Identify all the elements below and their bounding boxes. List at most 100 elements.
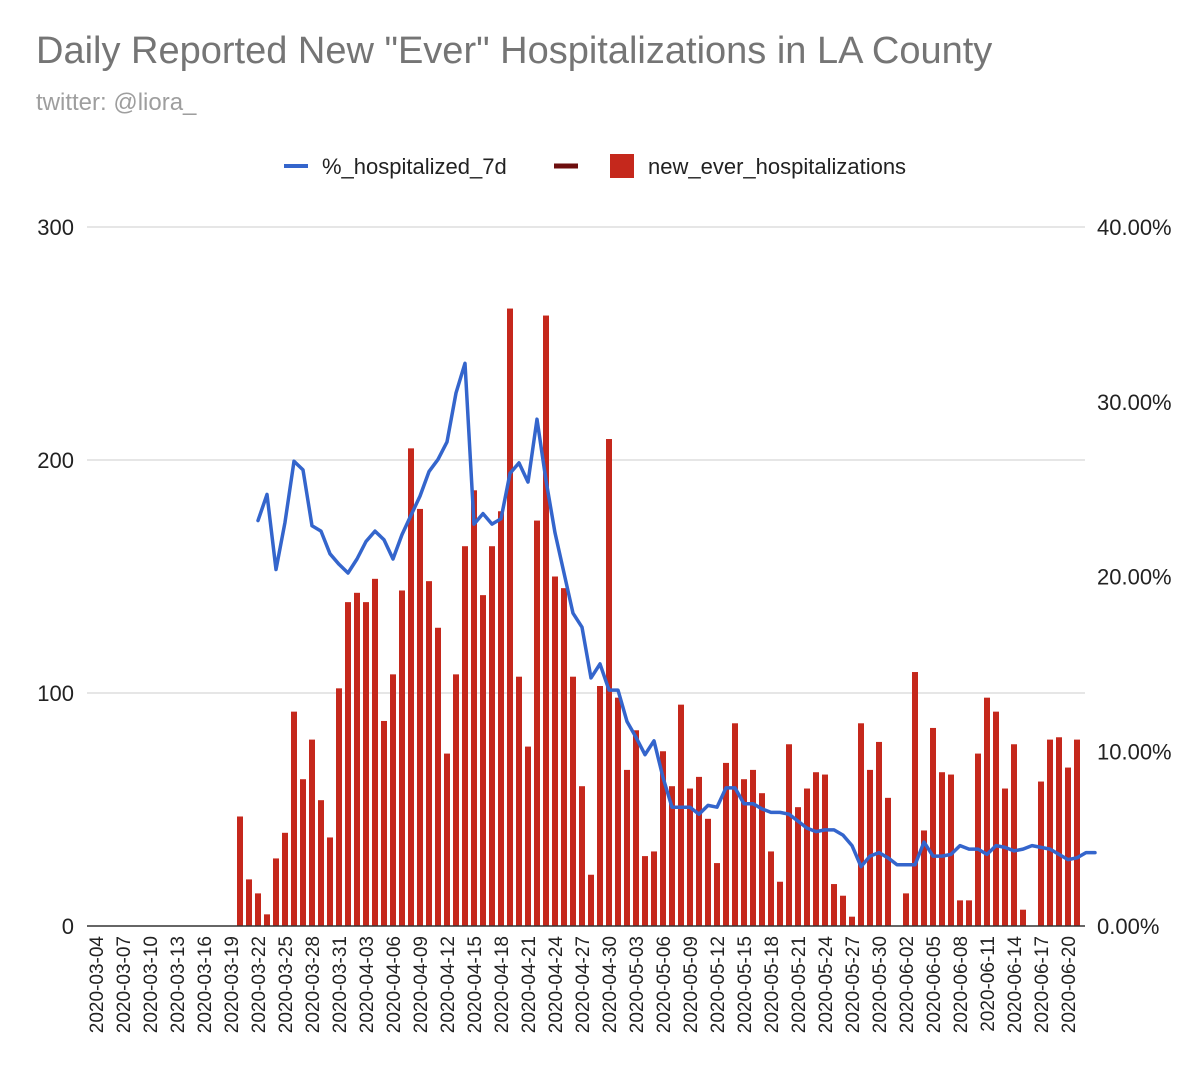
x-tick-label: 2020-05-12 bbox=[708, 936, 729, 1033]
bar bbox=[561, 588, 567, 926]
x-tick-label: 2020-03-19 bbox=[222, 936, 243, 1033]
bar bbox=[354, 592, 360, 926]
right-axis-ticks: 0.00% 10.00% 20.00% 30.00% 40.00% bbox=[1097, 215, 1172, 939]
bar bbox=[759, 793, 765, 926]
bar bbox=[237, 816, 243, 926]
bar bbox=[525, 746, 531, 926]
bar bbox=[552, 576, 558, 926]
x-tick-label: 2020-06-02 bbox=[897, 936, 918, 1033]
bar bbox=[687, 788, 693, 926]
x-tick-label: 2020-04-24 bbox=[546, 936, 567, 1034]
x-tick-label: 2020-04-21 bbox=[519, 936, 540, 1033]
x-tick-label: 2020-05-03 bbox=[627, 936, 648, 1033]
bar bbox=[381, 720, 387, 926]
x-tick-label: 2020-06-20 bbox=[1059, 936, 1080, 1033]
bar bbox=[1047, 739, 1053, 926]
bar bbox=[678, 704, 684, 926]
bar bbox=[993, 711, 999, 926]
bar bbox=[363, 602, 369, 926]
x-tick-label: 2020-06-11 bbox=[978, 936, 999, 1032]
bar bbox=[453, 674, 459, 926]
bar bbox=[543, 315, 549, 926]
bar bbox=[336, 688, 342, 926]
bar bbox=[399, 590, 405, 926]
x-tick-label: 2020-04-09 bbox=[411, 936, 432, 1033]
bar bbox=[1002, 788, 1008, 926]
x-tick-label: 2020-05-15 bbox=[735, 936, 756, 1033]
bar bbox=[390, 674, 396, 926]
bar bbox=[372, 578, 378, 926]
x-tick-label: 2020-06-08 bbox=[951, 936, 972, 1033]
x-tick-label: 2020-03-16 bbox=[195, 936, 216, 1033]
bar bbox=[903, 893, 909, 926]
legend-label-bar: new_ever_hospitalizations bbox=[648, 154, 906, 179]
x-tick-label: 2020-03-25 bbox=[276, 936, 297, 1033]
bar bbox=[246, 879, 252, 926]
left-tick-label-0: 0 bbox=[62, 914, 74, 939]
x-tick-label: 2020-04-12 bbox=[438, 936, 459, 1033]
left-tick-label-2: 200 bbox=[37, 448, 74, 473]
bar bbox=[417, 508, 423, 926]
bar bbox=[669, 786, 675, 926]
bar bbox=[741, 779, 747, 926]
x-tick-label: 2020-05-24 bbox=[816, 936, 837, 1034]
bar bbox=[462, 546, 468, 926]
bar bbox=[1011, 744, 1017, 926]
left-tick-label-3: 300 bbox=[37, 215, 74, 240]
bar bbox=[327, 837, 333, 926]
bar bbox=[633, 730, 639, 926]
x-tick-label: 2020-04-18 bbox=[492, 936, 513, 1033]
bar bbox=[975, 753, 981, 926]
bar bbox=[489, 546, 495, 926]
bar bbox=[435, 627, 441, 926]
line-series bbox=[256, 361, 1097, 869]
x-tick-label: 2020-03-07 bbox=[114, 936, 135, 1033]
bar bbox=[606, 439, 612, 926]
x-tick-label: 2020-03-04 bbox=[87, 936, 108, 1034]
bar-series bbox=[237, 308, 1080, 926]
x-tick-label: 2020-06-17 bbox=[1032, 936, 1053, 1033]
bar bbox=[480, 595, 486, 926]
bar bbox=[255, 893, 261, 926]
x-tick-label: 2020-03-31 bbox=[330, 936, 351, 1033]
bar bbox=[597, 686, 603, 926]
right-tick-label-2: 20.00% bbox=[1097, 565, 1172, 590]
bar bbox=[534, 520, 540, 926]
bar bbox=[642, 856, 648, 926]
bar bbox=[264, 914, 270, 926]
x-tick-label: 2020-05-18 bbox=[762, 936, 783, 1033]
chart-subtitle: twitter: @liora_ bbox=[36, 89, 197, 116]
bar bbox=[507, 308, 513, 926]
bar bbox=[705, 818, 711, 926]
bar bbox=[291, 711, 297, 926]
x-tick-label: 2020-05-09 bbox=[681, 936, 702, 1033]
bar bbox=[660, 751, 666, 926]
bar bbox=[471, 490, 477, 926]
bar bbox=[1038, 781, 1044, 926]
bar bbox=[984, 697, 990, 926]
x-tick-label: 2020-06-14 bbox=[1005, 936, 1026, 1034]
x-tick-label: 2020-04-27 bbox=[573, 936, 594, 1033]
bar bbox=[309, 739, 315, 926]
bar bbox=[1074, 739, 1080, 926]
bar bbox=[840, 895, 846, 926]
bar bbox=[588, 874, 594, 926]
x-tick-label: 2020-03-13 bbox=[168, 936, 189, 1033]
bar bbox=[822, 774, 828, 926]
right-tick-label-0: 0.00% bbox=[1097, 914, 1159, 939]
bar bbox=[849, 916, 855, 926]
bar bbox=[876, 741, 882, 926]
bar bbox=[1065, 767, 1071, 926]
bar bbox=[1020, 909, 1026, 926]
legend-bar-marker bbox=[610, 154, 634, 178]
bar bbox=[300, 779, 306, 926]
bar bbox=[651, 851, 657, 926]
bar bbox=[444, 753, 450, 926]
x-tick-label: 2020-04-30 bbox=[600, 936, 621, 1033]
x-tick-label: 2020-05-27 bbox=[843, 936, 864, 1033]
bar bbox=[921, 830, 927, 926]
bar bbox=[732, 723, 738, 926]
bar bbox=[768, 851, 774, 926]
chart-title: Daily Reported New "Ever" Hospitalizatio… bbox=[36, 30, 992, 72]
right-tick-label-3: 30.00% bbox=[1097, 390, 1172, 415]
